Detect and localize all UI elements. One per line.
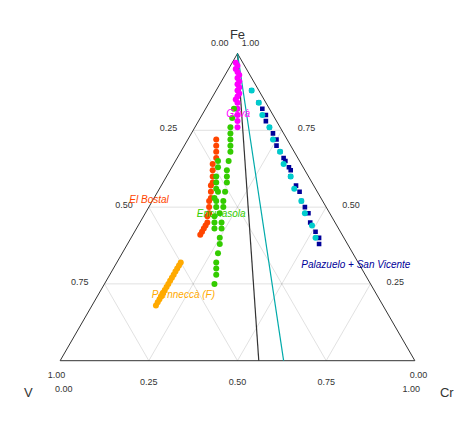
svg-text:0.50: 0.50 [342,200,360,210]
svg-text:Cr: Cr [440,385,454,400]
svg-text:0.75: 0.75 [71,277,89,287]
svg-text:Palazuelo + San Vicente: Palazuelo + San Vicente [301,259,411,270]
svg-text:0.00: 0.00 [410,370,428,380]
svg-text:Encinasola: Encinasola [197,208,246,219]
svg-text:0.00: 0.00 [211,38,229,48]
svg-text:0.25: 0.25 [140,377,158,387]
svg-text:0.00: 0.00 [55,384,73,394]
svg-text:0.75: 0.75 [317,377,335,387]
svg-text:Parnneccà (F): Parnneccà (F) [152,289,215,300]
svg-text:0.25: 0.25 [160,123,178,133]
svg-text:Gavà: Gavà [226,108,250,119]
svg-text:0.75: 0.75 [298,123,316,133]
svg-text:V: V [24,385,33,400]
svg-text:Fe: Fe [230,27,245,42]
svg-text:1.00: 1.00 [241,38,260,49]
svg-text:0.50: 0.50 [229,377,247,387]
svg-text:1.00: 1.00 [48,370,66,380]
svg-text:0.50: 0.50 [115,200,133,211]
svg-text:0.25: 0.25 [386,277,404,287]
svg-text:1.00: 1.00 [403,384,421,394]
svg-text:El Bostal: El Bostal [129,194,169,205]
